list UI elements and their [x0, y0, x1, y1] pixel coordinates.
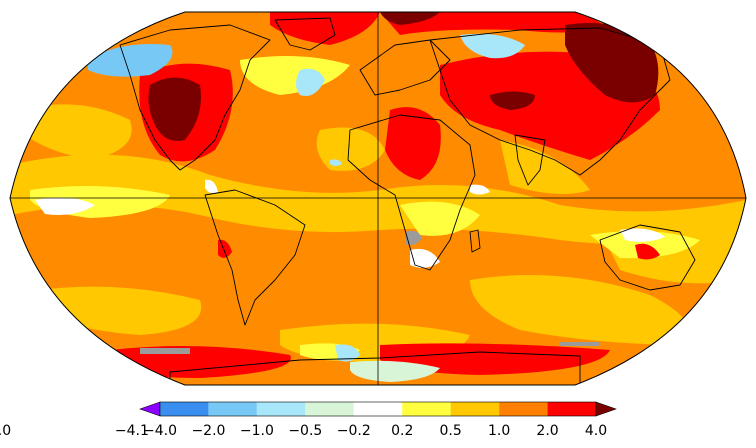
- coastlines: [119, 17, 696, 385]
- globe-border: [9, 11, 747, 386]
- colorbar-bin: [208, 402, 257, 416]
- colorbar-tick-label: −0.5: [288, 423, 323, 439]
- colorbar-bin: [402, 402, 451, 416]
- colorbar-over-arrow: [595, 401, 617, 417]
- colorbar-tick-label: −2.0: [191, 423, 226, 439]
- colorbar-bin: [305, 402, 354, 416]
- colorbar-tick-label: 7.0: [0, 423, 12, 439]
- colorbar-tick-label: 4.0: [584, 423, 608, 439]
- missing-data-regions: [140, 230, 600, 354]
- antarctica-outline: [169, 351, 581, 385]
- cool-regions: [88, 33, 525, 382]
- north-america-outline: [119, 24, 271, 171]
- extreme-warm-regions: [148, 12, 659, 141]
- colorbar-bin: [499, 402, 548, 416]
- africa-outline: [347, 114, 476, 271]
- australia-outline: [599, 224, 696, 291]
- colorbar-under-arrow: [139, 401, 161, 417]
- india-outline: [514, 134, 546, 186]
- colorbar-bin: [256, 402, 306, 416]
- colorbar-bin: [353, 402, 403, 416]
- colorbar-tick-label: −0.2: [336, 423, 371, 439]
- colorbar-tick-label: 2.0: [536, 423, 559, 439]
- colorbar: [139, 401, 617, 417]
- colorbar-tick-label: −4.1: [114, 423, 149, 439]
- colorbar-tick-label: 0.5: [439, 423, 462, 439]
- colorbar-bin: [160, 402, 209, 416]
- colorbar-tick-label: −1.0: [239, 423, 274, 439]
- colorbar-bin: [450, 402, 500, 416]
- colorbar-tick-label: −4.0: [143, 423, 177, 439]
- asia-outline: [429, 27, 671, 176]
- colorbar-tick-label: 1.0: [487, 423, 511, 439]
- colorbar-tick-label: 0.2: [391, 423, 414, 439]
- near-normal-regions: [35, 179, 665, 268]
- madagascar-outline: [469, 229, 481, 253]
- south-america-outline: [204, 189, 306, 326]
- colorbar-bin: [547, 402, 596, 416]
- greenland-outline: [274, 17, 336, 51]
